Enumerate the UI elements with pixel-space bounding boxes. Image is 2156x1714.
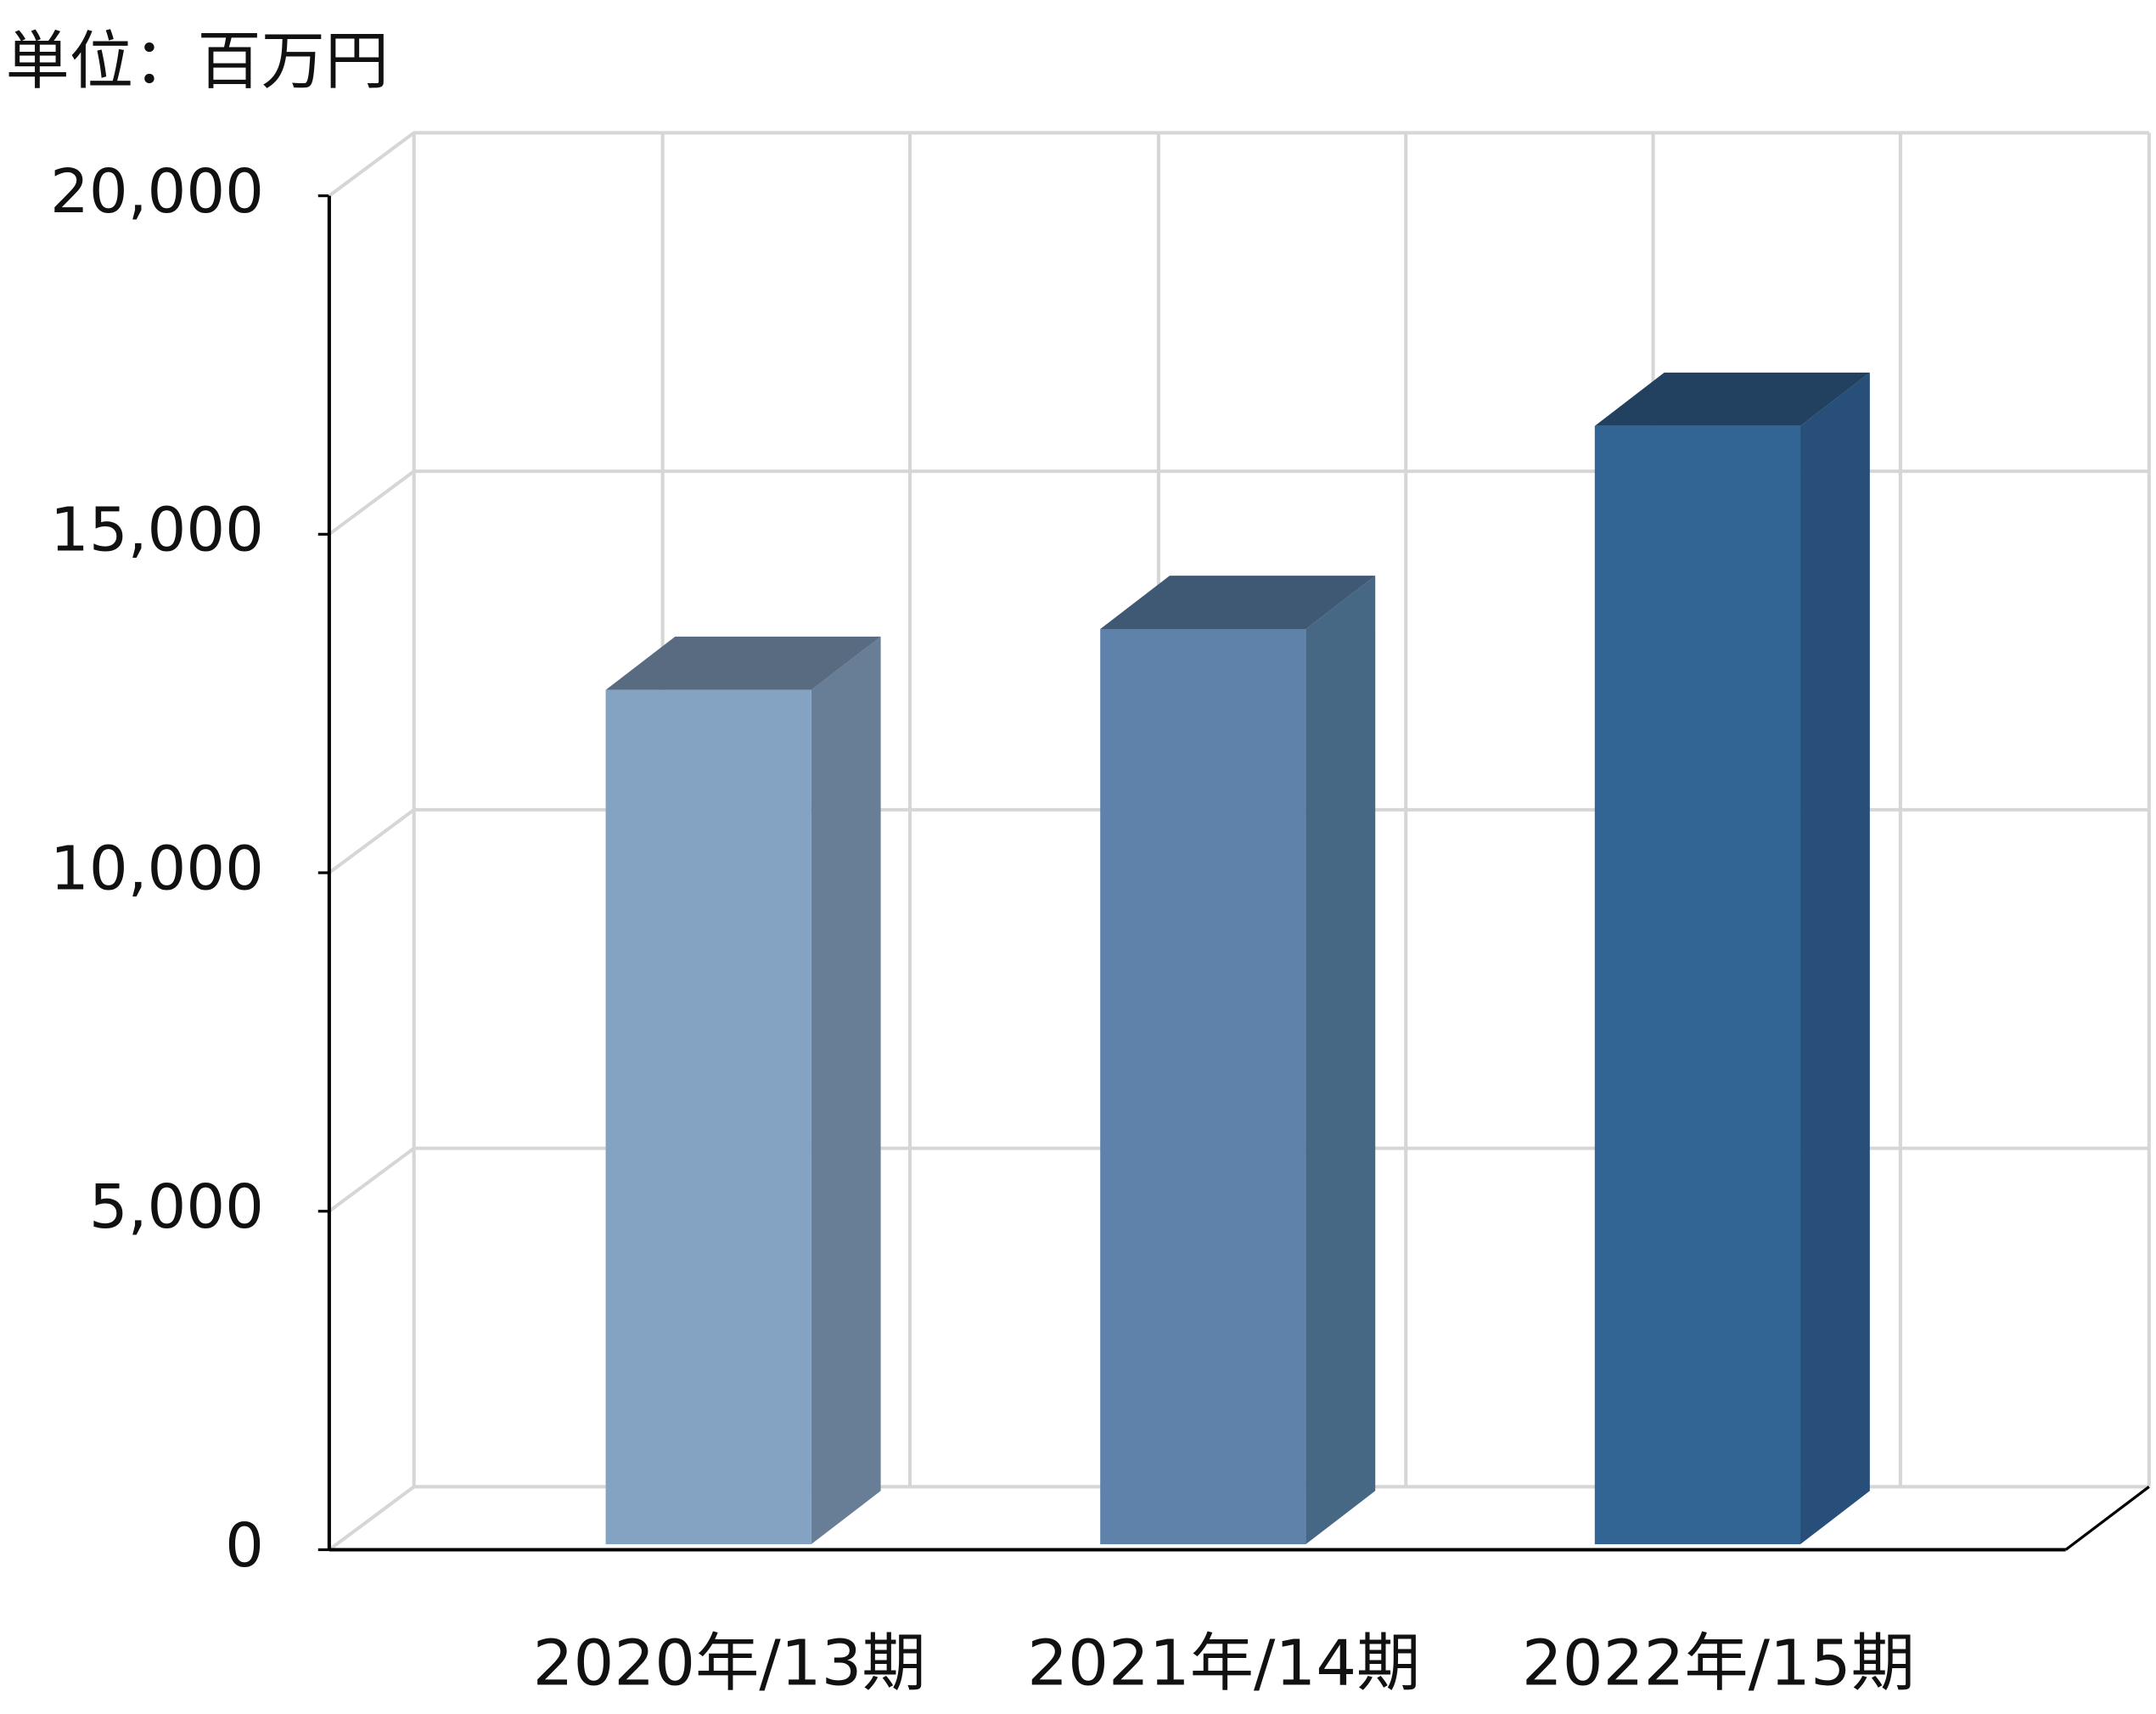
grid-line (328, 1485, 2149, 1552)
grid-line (328, 131, 2149, 198)
bar-top (605, 636, 881, 690)
bar (1100, 628, 1306, 1545)
y-tick-label: 20,000 (50, 156, 264, 226)
y-tick-label: 5,000 (89, 1172, 264, 1242)
y-tick-label: 0 (225, 1510, 264, 1580)
x-tick-label: 2021年/14期 (1027, 1627, 1420, 1700)
bar-top (1100, 576, 1376, 629)
chart-title: 単位：百万円 (6, 25, 390, 98)
bar-side (811, 636, 881, 1545)
grid-line (328, 469, 2149, 536)
grid-line (328, 807, 2149, 874)
x-tick-label: 2022年/15期 (1522, 1627, 1915, 1700)
grid-line (328, 1146, 2149, 1213)
floor-edge (2064, 1486, 2150, 1551)
y-tick-label: 10,000 (50, 834, 264, 903)
bar-side (1800, 372, 1870, 1545)
bar-side (1305, 576, 1376, 1545)
bar (1594, 425, 1801, 1545)
bar (605, 689, 811, 1545)
x-tick-label: 2020年/13期 (533, 1627, 926, 1700)
bar-top (1594, 372, 1870, 426)
y-tick-label: 15,000 (50, 495, 264, 565)
